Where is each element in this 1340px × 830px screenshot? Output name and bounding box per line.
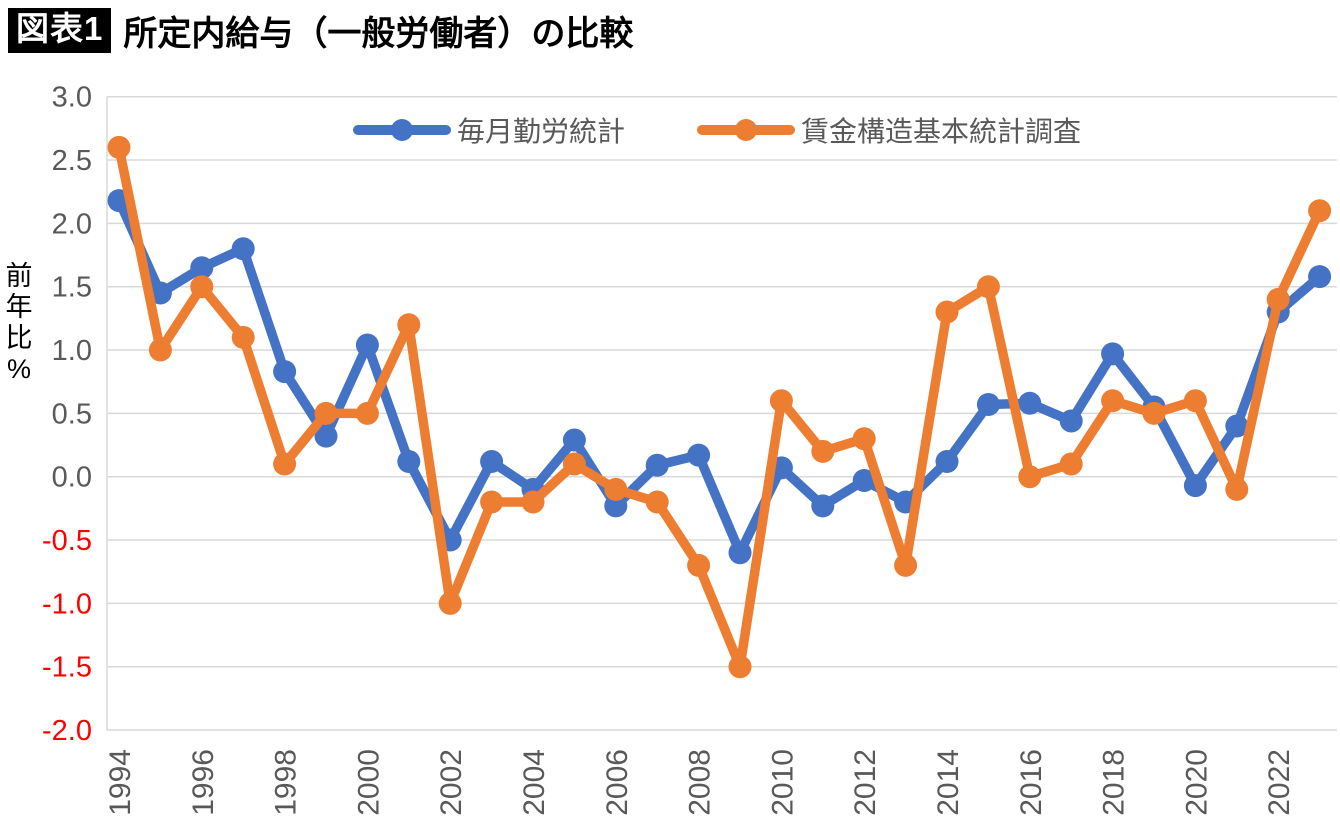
data-point-marker [976,275,1000,299]
x-tick-label: 2008 [684,749,717,816]
legend-label: 毎月勤労統計 [457,116,626,147]
x-tick-label: 2010 [766,749,799,816]
data-point-marker [769,389,793,413]
data-point-marker [811,439,835,463]
data-point-marker [231,325,255,349]
x-tick-label: 1998 [270,749,303,816]
data-point-marker [604,494,628,518]
data-point-marker [687,443,711,467]
data-point-marker [480,490,504,514]
data-point-marker [645,453,669,477]
data-point-marker [1308,199,1332,223]
x-tick-label: 2018 [1098,749,1131,816]
data-point-marker [687,553,711,577]
legend-item-series-0: 毎月勤労統計 [353,110,625,150]
data-point-marker [645,490,669,514]
line-marker-icon [353,118,451,142]
data-point-marker [1059,452,1083,476]
legend-label: 賃金構造基本統計調査 [801,116,1082,147]
data-point-marker [190,275,214,299]
data-point-marker [1142,401,1166,425]
data-point-marker [562,428,586,452]
y-tick-label: -1.5 [42,652,92,684]
data-point-marker [397,449,421,473]
figure-badge: 図表1 [8,8,112,53]
data-point-marker [273,452,297,476]
data-point-marker [231,237,255,261]
x-tick-label: 2000 [352,749,385,816]
y-tick-label: 1.0 [52,335,92,367]
y-tick-label: 1.5 [52,272,92,304]
x-tick-label: 2022 [1263,749,1296,816]
chart-legend: 毎月勤労統計 賃金構造基本統計調査 [353,110,1081,150]
data-point-marker [562,452,586,476]
data-point-marker [480,449,504,473]
x-tick-label: 1994 [104,749,137,816]
data-point-marker [107,135,131,159]
data-point-marker [1266,287,1290,311]
data-point-marker [1225,414,1249,438]
y-tick-label: 2.0 [52,208,92,240]
y-tick-label: -2.0 [42,715,92,747]
data-point-marker [604,477,628,501]
data-point-marker [935,449,959,473]
y-axis-title-char: 年 [5,292,33,322]
legend-dot-icon [391,119,413,141]
y-axis-title-char: 前 [5,261,33,291]
data-point-marker [728,655,752,679]
line-marker-icon [697,118,796,142]
series-line-1 [114,142,1325,672]
data-point-marker [1018,465,1042,489]
data-point-marker [894,553,918,577]
data-point-marker [1018,391,1042,415]
x-tick-label: 2002 [435,749,468,816]
x-tick-label: 2006 [601,749,634,816]
y-tick-label: 2.5 [52,145,92,177]
legend-item-series-1: 賃金構造基本統計調査 [697,110,1081,150]
data-point-marker [852,469,876,492]
data-point-marker [1101,342,1125,366]
data-point-marker [314,401,338,425]
x-tick-label: 2014 [932,749,965,816]
data-point-marker [1059,409,1083,433]
data-point-marker [1308,265,1332,289]
y-axis-title-char: % [6,354,31,384]
legend-dot-icon [735,119,758,141]
y-tick-label: 0.0 [52,462,92,494]
data-point-marker [1183,389,1207,413]
data-point-marker [355,333,379,357]
y-tick-label: 0.5 [52,398,92,430]
data-point-marker [976,392,1000,416]
data-point-marker [811,494,835,518]
data-point-marker [397,313,421,337]
data-point-marker [521,490,545,514]
data-point-marker [728,541,752,565]
x-tick-label: 2020 [1180,749,1213,816]
data-point-marker [355,401,379,425]
chart-title: 所定内給与（一般労働者）の比較 [123,15,634,53]
y-axis-title-char: 比 [5,323,33,353]
y-axis-title: 前 年 比 % [3,261,35,385]
y-tick-label: 3.0 [52,82,92,114]
data-point-marker [273,360,297,384]
data-point-marker [1101,389,1125,413]
series-line-0 [114,195,1325,558]
chart-header: 図表1 所定内給与（一般労働者）の比較 [8,6,633,55]
data-point-marker [1183,474,1207,498]
data-point-marker [438,591,462,615]
x-tick-label: 2004 [518,749,551,816]
data-point-marker [314,424,338,448]
y-tick-label: -1.0 [42,588,92,620]
data-point-marker [148,338,172,362]
x-tick-label: 2012 [849,749,882,816]
y-tick-label: -0.5 [42,525,92,557]
x-tick-label: 2016 [1015,749,1048,816]
data-point-marker [190,256,214,280]
data-point-marker [1225,477,1249,501]
data-point-marker [935,300,959,324]
data-point-marker [852,427,876,451]
x-tick-label: 1996 [187,749,220,816]
